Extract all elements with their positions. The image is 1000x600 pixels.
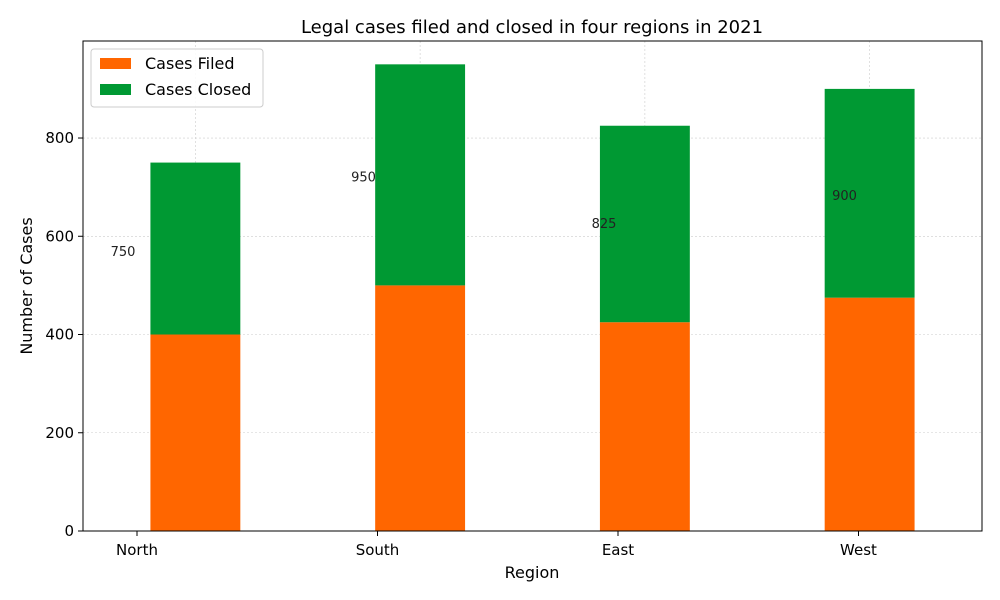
data-label-total: 825 xyxy=(592,217,617,232)
bars xyxy=(150,64,914,531)
bar-cases-closed-north xyxy=(150,163,240,335)
y-axis-ticks: 0 200 400 600 800 xyxy=(45,129,83,540)
y-tick-label: 0 xyxy=(64,522,74,540)
x-tick-label: West xyxy=(840,541,877,559)
y-axis-label: Number of Cases xyxy=(17,217,36,354)
legend: Cases Filed Cases Closed xyxy=(91,49,263,107)
legend-swatch xyxy=(100,58,131,69)
y-tick-label: 200 xyxy=(45,424,74,442)
x-tick-label: South xyxy=(356,541,400,559)
data-label-total: 750 xyxy=(111,245,136,260)
y-tick-label: 800 xyxy=(45,129,74,147)
x-tick-label: North xyxy=(116,541,158,559)
bar-cases-filed-south xyxy=(375,285,465,531)
x-tick-label: East xyxy=(602,541,634,559)
x-axis-ticks: North South East West xyxy=(116,531,877,559)
bar-cases-filed-west xyxy=(825,298,915,531)
legend-entry: Cases Filed xyxy=(145,54,235,73)
y-tick-label: 400 xyxy=(45,326,74,344)
bar-cases-filed-east xyxy=(600,322,690,531)
legend-entry: Cases Closed xyxy=(145,80,251,99)
chart-title: Legal cases filed and closed in four reg… xyxy=(301,17,763,38)
bar-cases-closed-south xyxy=(375,64,465,285)
legend-swatch xyxy=(100,84,131,95)
y-tick-label: 600 xyxy=(45,227,74,245)
x-axis-label: Region xyxy=(505,563,560,582)
data-label-total: 950 xyxy=(351,170,376,185)
bar-cases-filed-north xyxy=(150,335,240,531)
data-label-total: 900 xyxy=(832,189,857,204)
